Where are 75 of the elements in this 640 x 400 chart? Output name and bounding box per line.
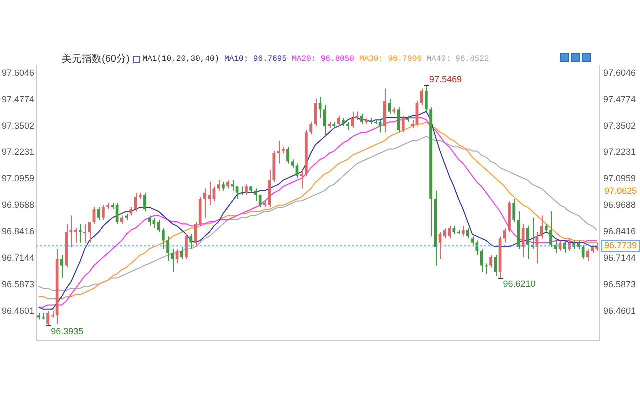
candlestick [300,170,304,190]
candlestick [236,186,239,200]
candlestick [323,105,326,138]
candlestick [88,222,92,244]
candlestick [190,234,193,250]
candlestick [351,111,354,129]
text: MA10: 96.7695 [224,54,288,64]
candlestick [231,180,234,192]
candlestick [102,204,105,220]
candlestick [494,254,498,277]
y-tick-label: 96.4601 [2,306,35,316]
y-tick-label: 97.2231 [2,147,35,158]
y-tick-label: 96.9688 [2,200,35,210]
candlestick [258,194,262,208]
y2-tick-label: 96.7144 [603,253,636,264]
text: MA40: 96.8522 [426,54,490,64]
candlestick [522,224,525,258]
candlestick [97,206,100,220]
y-tick-label: 97.3502 [2,120,35,131]
candlestick [162,228,165,250]
candlestick [60,254,64,279]
candlestick [84,224,86,244]
candlestick [171,248,174,272]
candlestick [78,224,82,244]
y-tick-label: 96.7144 [2,253,35,264]
text: MA20: 96.8050 [292,54,354,64]
y2-tick-label: 96.8416 [603,226,636,237]
annotation: 96.3935 [51,326,84,336]
candlestick [360,113,364,125]
annotation: 96.6210 [503,278,536,289]
y-tick-label: 97.4774 [2,94,35,104]
candlestick [402,115,405,134]
y2-tick-label: 97.6046 [603,68,636,78]
y-tick-label: 96.8416 [2,226,35,237]
candlestick [180,246,184,260]
candlestick [466,228,470,240]
candlestick [378,120,382,134]
text: 97.0625 [604,186,638,196]
candlestick [388,98,391,114]
y2-tick-label: 96.5873 [603,279,636,290]
y-tick-label: 97.6046 [2,68,35,78]
candlestick [586,248,590,262]
candlestick [550,211,552,248]
annotation: 97.5469 [429,74,462,84]
candlestick [568,238,571,252]
candlestick [166,236,170,262]
candlestick [563,240,566,254]
chart-title: 美元指数(60分) [62,52,130,66]
candlestick [420,88,424,106]
candlestick [554,240,558,254]
candlestick [484,263,488,275]
text: MA30: 96.7906 [359,54,422,64]
y2-tick-label: 97.0959 [603,174,636,184]
candlestick [144,192,146,212]
candlestick [512,198,516,223]
y2-tick-label: 97.4774 [603,94,636,104]
candlestick [526,226,530,260]
ref-line-label: 96.7739 [604,240,638,251]
y-tick-label: 96.5873 [2,279,35,290]
candlestick [240,186,244,196]
candlestick [503,228,506,244]
candlestick [536,232,539,264]
y-tick-label: 97.0959 [2,174,35,184]
candlestick [462,226,465,238]
candlestick [286,146,290,164]
candlestick [490,254,492,268]
chart-subtitle: MA1(10,20,30,40) [142,54,220,64]
candlestick [185,234,188,260]
candlestick [148,215,152,227]
y2-tick-label: 96.9688 [603,200,636,210]
candlestick [245,184,248,196]
y2-tick-label: 96.4601 [603,306,636,316]
y2-tick-label: 97.3502 [603,120,636,131]
candlestick [310,122,313,136]
y2-tick-label: 97.2231 [603,147,636,158]
